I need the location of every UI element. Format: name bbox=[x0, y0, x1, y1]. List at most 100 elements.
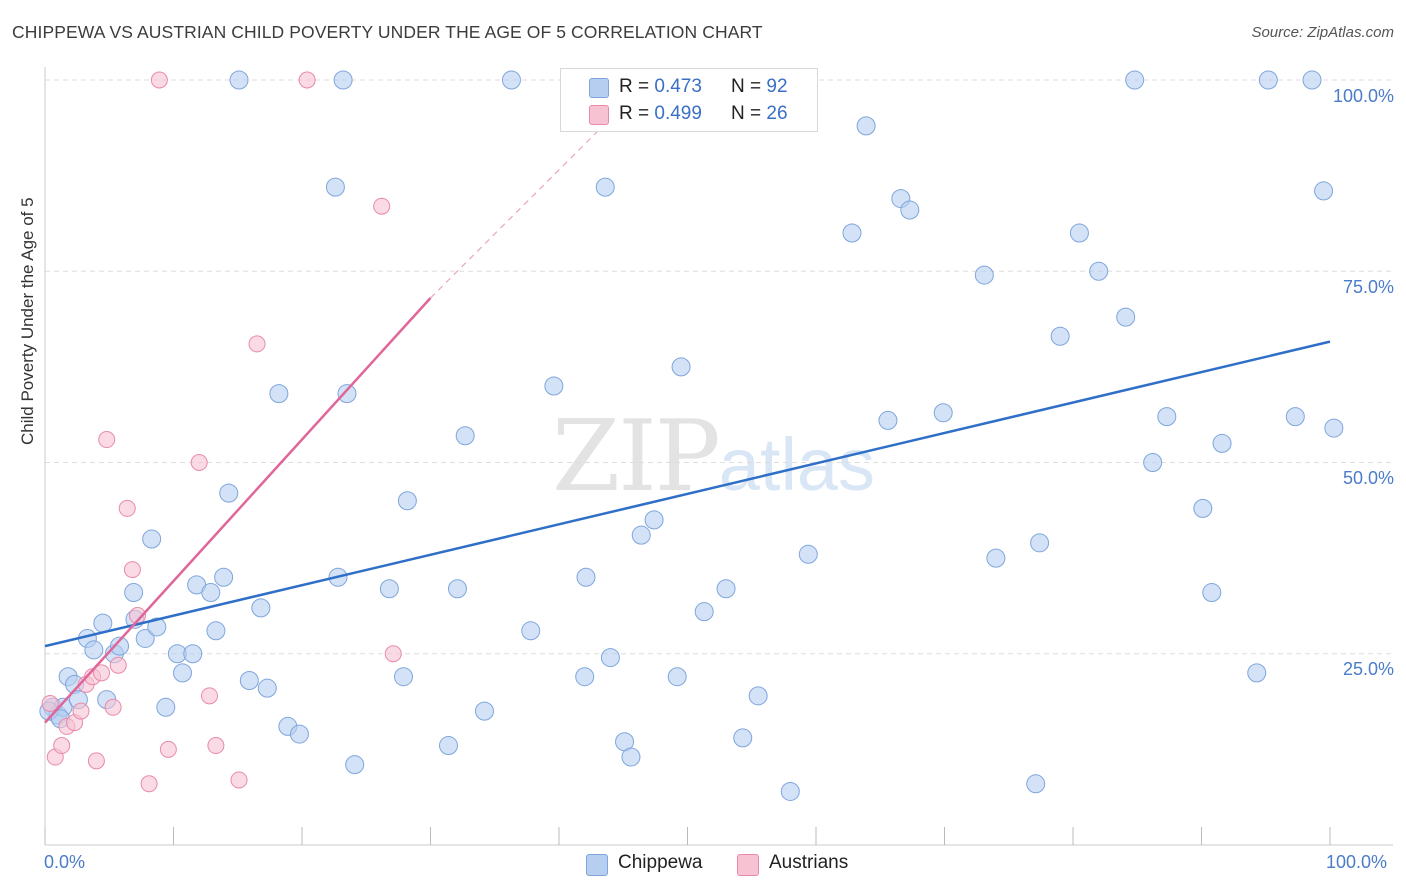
chippewa-point bbox=[219, 483, 239, 503]
grid-lines bbox=[45, 79, 1393, 655]
austrians-point bbox=[200, 687, 218, 705]
chippewa-point bbox=[671, 357, 691, 377]
chippewa-point bbox=[93, 613, 113, 633]
chippewa-point bbox=[110, 636, 130, 656]
r-value: 0.499 bbox=[654, 103, 702, 124]
chippewa-point bbox=[447, 579, 467, 599]
austrians-point bbox=[87, 752, 105, 770]
n-label: N = bbox=[731, 103, 762, 124]
austrians-point bbox=[98, 431, 116, 449]
chippewa-point bbox=[172, 663, 192, 683]
watermark-atlas: atlas bbox=[718, 423, 876, 506]
chippewa-point bbox=[1125, 70, 1145, 90]
chippewa-point bbox=[667, 667, 687, 687]
austrians-point bbox=[298, 71, 316, 89]
r-label: R = bbox=[619, 76, 650, 97]
chippewa-point bbox=[842, 223, 862, 243]
austrians-point bbox=[373, 197, 391, 215]
chippewa-point bbox=[474, 701, 494, 721]
series-legend: Chippewa Austrians bbox=[0, 852, 1406, 878]
chippewa-point bbox=[156, 697, 176, 717]
austrians-swatch bbox=[589, 105, 609, 125]
chippewa-point bbox=[84, 640, 104, 660]
y-tick-label: 50.0% bbox=[1342, 468, 1394, 488]
chippewa-point bbox=[900, 200, 920, 220]
chippewa-point bbox=[694, 602, 714, 622]
x-tick-label-min: 0.0% bbox=[44, 852, 86, 872]
chippewa-point bbox=[455, 426, 475, 446]
chippewa-point bbox=[1212, 433, 1232, 453]
chippewa-point bbox=[501, 70, 521, 90]
legend-label-austrians: Austrians bbox=[769, 852, 849, 873]
chippewa-point bbox=[1247, 663, 1267, 683]
chippewa-point bbox=[1202, 583, 1222, 603]
chippewa-point bbox=[135, 628, 155, 648]
chippewa-point bbox=[1143, 453, 1163, 472]
chippewa-point bbox=[257, 678, 277, 698]
chippewa-point bbox=[933, 403, 953, 423]
chippewa-point bbox=[600, 648, 620, 668]
chippewa-point bbox=[1302, 70, 1322, 90]
chippewa-point bbox=[269, 384, 289, 404]
chippewa-point bbox=[337, 384, 357, 404]
chippewa-point bbox=[1157, 407, 1177, 427]
austrians-point bbox=[190, 454, 208, 471]
austrians-point bbox=[72, 702, 90, 720]
chippewa-point bbox=[1069, 223, 1089, 243]
chippewa-point bbox=[575, 667, 595, 687]
chippewa-point bbox=[878, 410, 898, 430]
austrians-point bbox=[150, 71, 168, 89]
chippewa-point bbox=[289, 724, 309, 744]
chippewa-point bbox=[183, 644, 203, 664]
y-tick-label: 100.0% bbox=[1332, 86, 1394, 106]
chippewa-point bbox=[1089, 261, 1109, 281]
chippewa-point bbox=[239, 671, 259, 691]
chippewa-points bbox=[39, 70, 1344, 801]
chippewa-point bbox=[345, 755, 365, 775]
chippewa-point bbox=[856, 116, 876, 136]
chippewa-point bbox=[644, 510, 664, 530]
chart-source: Source: ZipAtlas.com bbox=[1251, 24, 1394, 41]
austrians-trend-line bbox=[44, 297, 432, 724]
chippewa-point bbox=[214, 567, 234, 587]
chippewa-point bbox=[748, 686, 768, 706]
legend-r: R = 0.473 bbox=[619, 76, 702, 98]
austrians-point bbox=[230, 771, 248, 789]
chart-title: CHIPPEWA VS AUSTRIAN CHILD POVERTY UNDER… bbox=[12, 22, 763, 42]
axes bbox=[44, 67, 1393, 846]
austrians-point bbox=[41, 694, 59, 712]
chippewa-point bbox=[147, 617, 167, 637]
chippewa-point bbox=[1314, 181, 1334, 201]
austrians-point bbox=[118, 499, 136, 517]
chippewa-point bbox=[621, 747, 641, 767]
chippewa-point bbox=[798, 544, 818, 564]
chippewa-point bbox=[733, 728, 753, 748]
chippewa-point bbox=[124, 583, 144, 603]
stats-legend: R = 0.473 N = 92 R = 0.499 N = 26 bbox=[560, 68, 818, 132]
chippewa-point bbox=[576, 567, 596, 587]
chippewa-point bbox=[251, 598, 271, 618]
chippewa-point bbox=[201, 583, 221, 603]
chippewa-point bbox=[1026, 774, 1046, 794]
chippewa-point bbox=[379, 579, 399, 599]
austrians-point bbox=[159, 740, 177, 758]
austrians-point bbox=[109, 656, 127, 674]
austrians-point bbox=[140, 775, 158, 793]
chippewa-trend-line bbox=[44, 340, 1331, 648]
austrians-point bbox=[123, 561, 141, 579]
austrians-points bbox=[41, 71, 402, 793]
n-value: 92 bbox=[766, 76, 788, 97]
chippewa-point bbox=[716, 579, 736, 599]
chippewa-point bbox=[780, 781, 800, 801]
chippewa-point bbox=[544, 376, 564, 396]
chippewa-point bbox=[206, 621, 226, 641]
legend-label-chippewa: Chippewa bbox=[618, 852, 703, 873]
legend-n: N = 26 bbox=[731, 103, 788, 125]
chippewa-point bbox=[595, 177, 615, 197]
chippewa-point bbox=[1050, 326, 1070, 346]
chippewa-point bbox=[1193, 498, 1213, 518]
y-tick-label: 75.0% bbox=[1342, 277, 1394, 297]
x-tick-label-max: 100.0% bbox=[1326, 852, 1388, 872]
austrians-point bbox=[93, 664, 111, 682]
austrians-swatch bbox=[737, 854, 759, 876]
